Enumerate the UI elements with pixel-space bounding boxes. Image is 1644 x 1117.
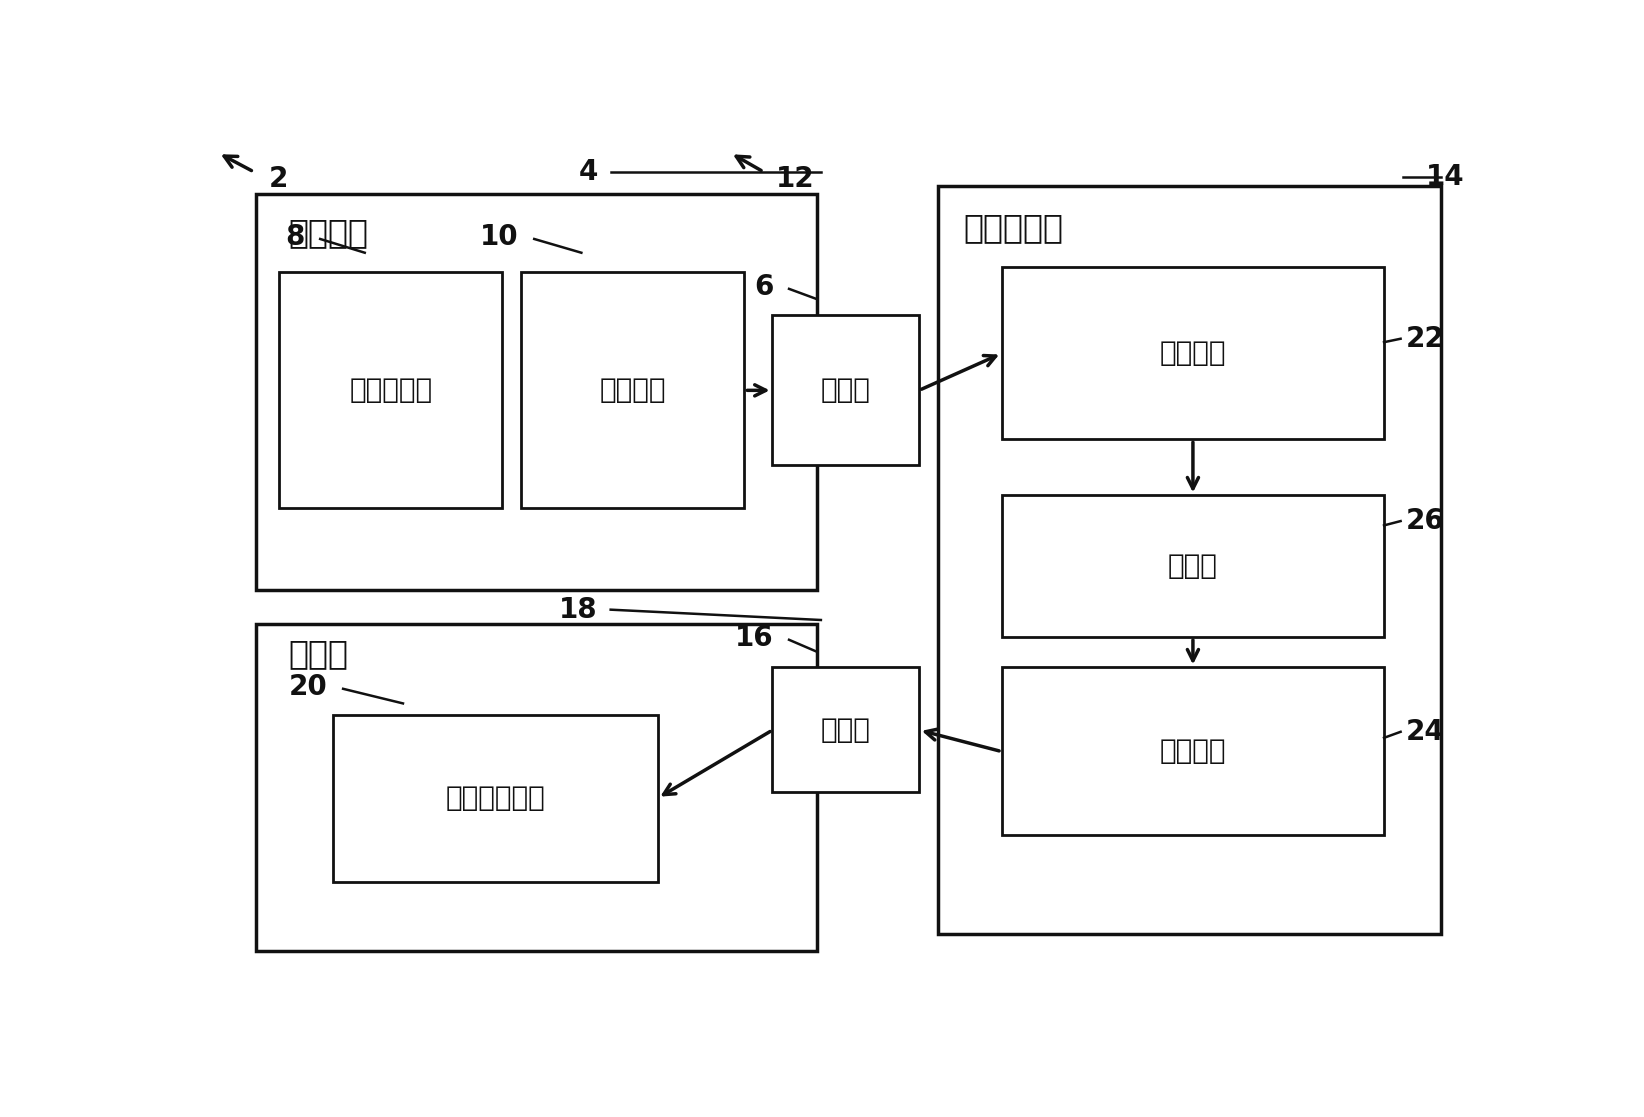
Bar bbox=[1001, 267, 1384, 439]
Text: 带状束源: 带状束源 bbox=[288, 216, 368, 249]
Text: 带状束: 带状束 bbox=[820, 716, 871, 744]
Bar bbox=[939, 185, 1442, 934]
Text: 第二磁体: 第二磁体 bbox=[1159, 737, 1226, 765]
Text: 终端台: 终端台 bbox=[288, 637, 349, 670]
Text: 8: 8 bbox=[286, 223, 304, 251]
Bar bbox=[773, 315, 919, 465]
Text: 带状束: 带状束 bbox=[820, 376, 871, 404]
Text: 18: 18 bbox=[559, 595, 598, 623]
Bar bbox=[332, 715, 658, 882]
Text: 6: 6 bbox=[755, 274, 774, 302]
Bar bbox=[521, 271, 745, 508]
Text: 提取装置: 提取装置 bbox=[600, 376, 666, 404]
Text: 目标扫描系统: 目标扫描系统 bbox=[446, 784, 546, 812]
Bar bbox=[1001, 667, 1384, 836]
Text: 24: 24 bbox=[1406, 718, 1445, 746]
Text: 20: 20 bbox=[289, 674, 327, 701]
Text: 14: 14 bbox=[1425, 163, 1465, 191]
Bar bbox=[256, 194, 817, 590]
Text: 4: 4 bbox=[579, 157, 598, 185]
Text: 26: 26 bbox=[1406, 507, 1445, 535]
Text: 等离子体源: 等离子体源 bbox=[349, 376, 432, 404]
Bar bbox=[279, 271, 503, 508]
Text: 10: 10 bbox=[480, 223, 520, 251]
Bar bbox=[773, 667, 919, 792]
Text: 第一磁体: 第一磁体 bbox=[1159, 340, 1226, 367]
Bar bbox=[1001, 495, 1384, 637]
Text: 22: 22 bbox=[1406, 325, 1445, 353]
Text: 16: 16 bbox=[735, 624, 774, 652]
Text: 分辨孔: 分辨孔 bbox=[1167, 552, 1218, 580]
Text: 2: 2 bbox=[270, 165, 289, 193]
Text: 质量分析仪: 质量分析仪 bbox=[963, 211, 1064, 245]
Bar bbox=[256, 624, 817, 951]
Text: 12: 12 bbox=[776, 165, 815, 193]
